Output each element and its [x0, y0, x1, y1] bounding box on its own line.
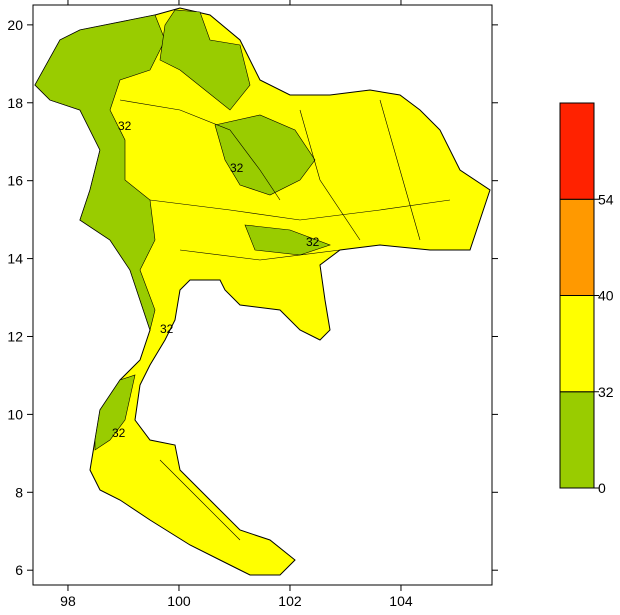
colorbar-segment: [559, 198, 595, 296]
colorbar-segment: [559, 102, 595, 200]
map-frame: [32, 4, 493, 586]
y-tick-label: 8: [15, 484, 23, 500]
x-tick-label: 98: [60, 593, 76, 609]
y-tick-label: 16: [7, 173, 23, 189]
y-tick-label: 14: [7, 251, 23, 267]
x-tick-label: 100: [167, 593, 191, 609]
colorbar: 0 32 40 54: [559, 102, 614, 496]
green-zone: [214, 114, 316, 196]
colorbar-label: 0: [598, 480, 606, 496]
contour-label: 32: [160, 322, 174, 336]
y-tick-label: 6: [15, 562, 23, 578]
contour-label: 32: [230, 161, 244, 175]
colorbar-label: 54: [598, 191, 614, 207]
contour-label: 32: [118, 119, 132, 133]
land: [34, 7, 491, 576]
province-line: [119, 99, 451, 541]
contour-label: 32: [112, 426, 126, 440]
y-tick-label: 20: [7, 17, 23, 33]
colorbar-segment: [559, 295, 595, 393]
y-tick-label: 10: [7, 406, 23, 422]
axes: 98 100 102 104 6 8 10 12 14 16 18 20: [7, 0, 498, 609]
colorbar-label: 32: [598, 384, 614, 400]
y-tick-label: 18: [7, 95, 23, 111]
x-tick-label: 104: [389, 593, 413, 609]
colorbar-label: 40: [598, 288, 614, 304]
colorbar-segment: [559, 391, 595, 489]
y-tick-label: 12: [7, 328, 23, 344]
contour-label: 32: [306, 235, 320, 249]
green-zone: [159, 9, 251, 111]
green-zone: [34, 14, 166, 332]
green-zone: [244, 224, 331, 256]
x-tick-label: 102: [278, 593, 302, 609]
contour-labels: 32 32 32 32 32: [112, 119, 320, 440]
green-zone: [94, 374, 136, 451]
